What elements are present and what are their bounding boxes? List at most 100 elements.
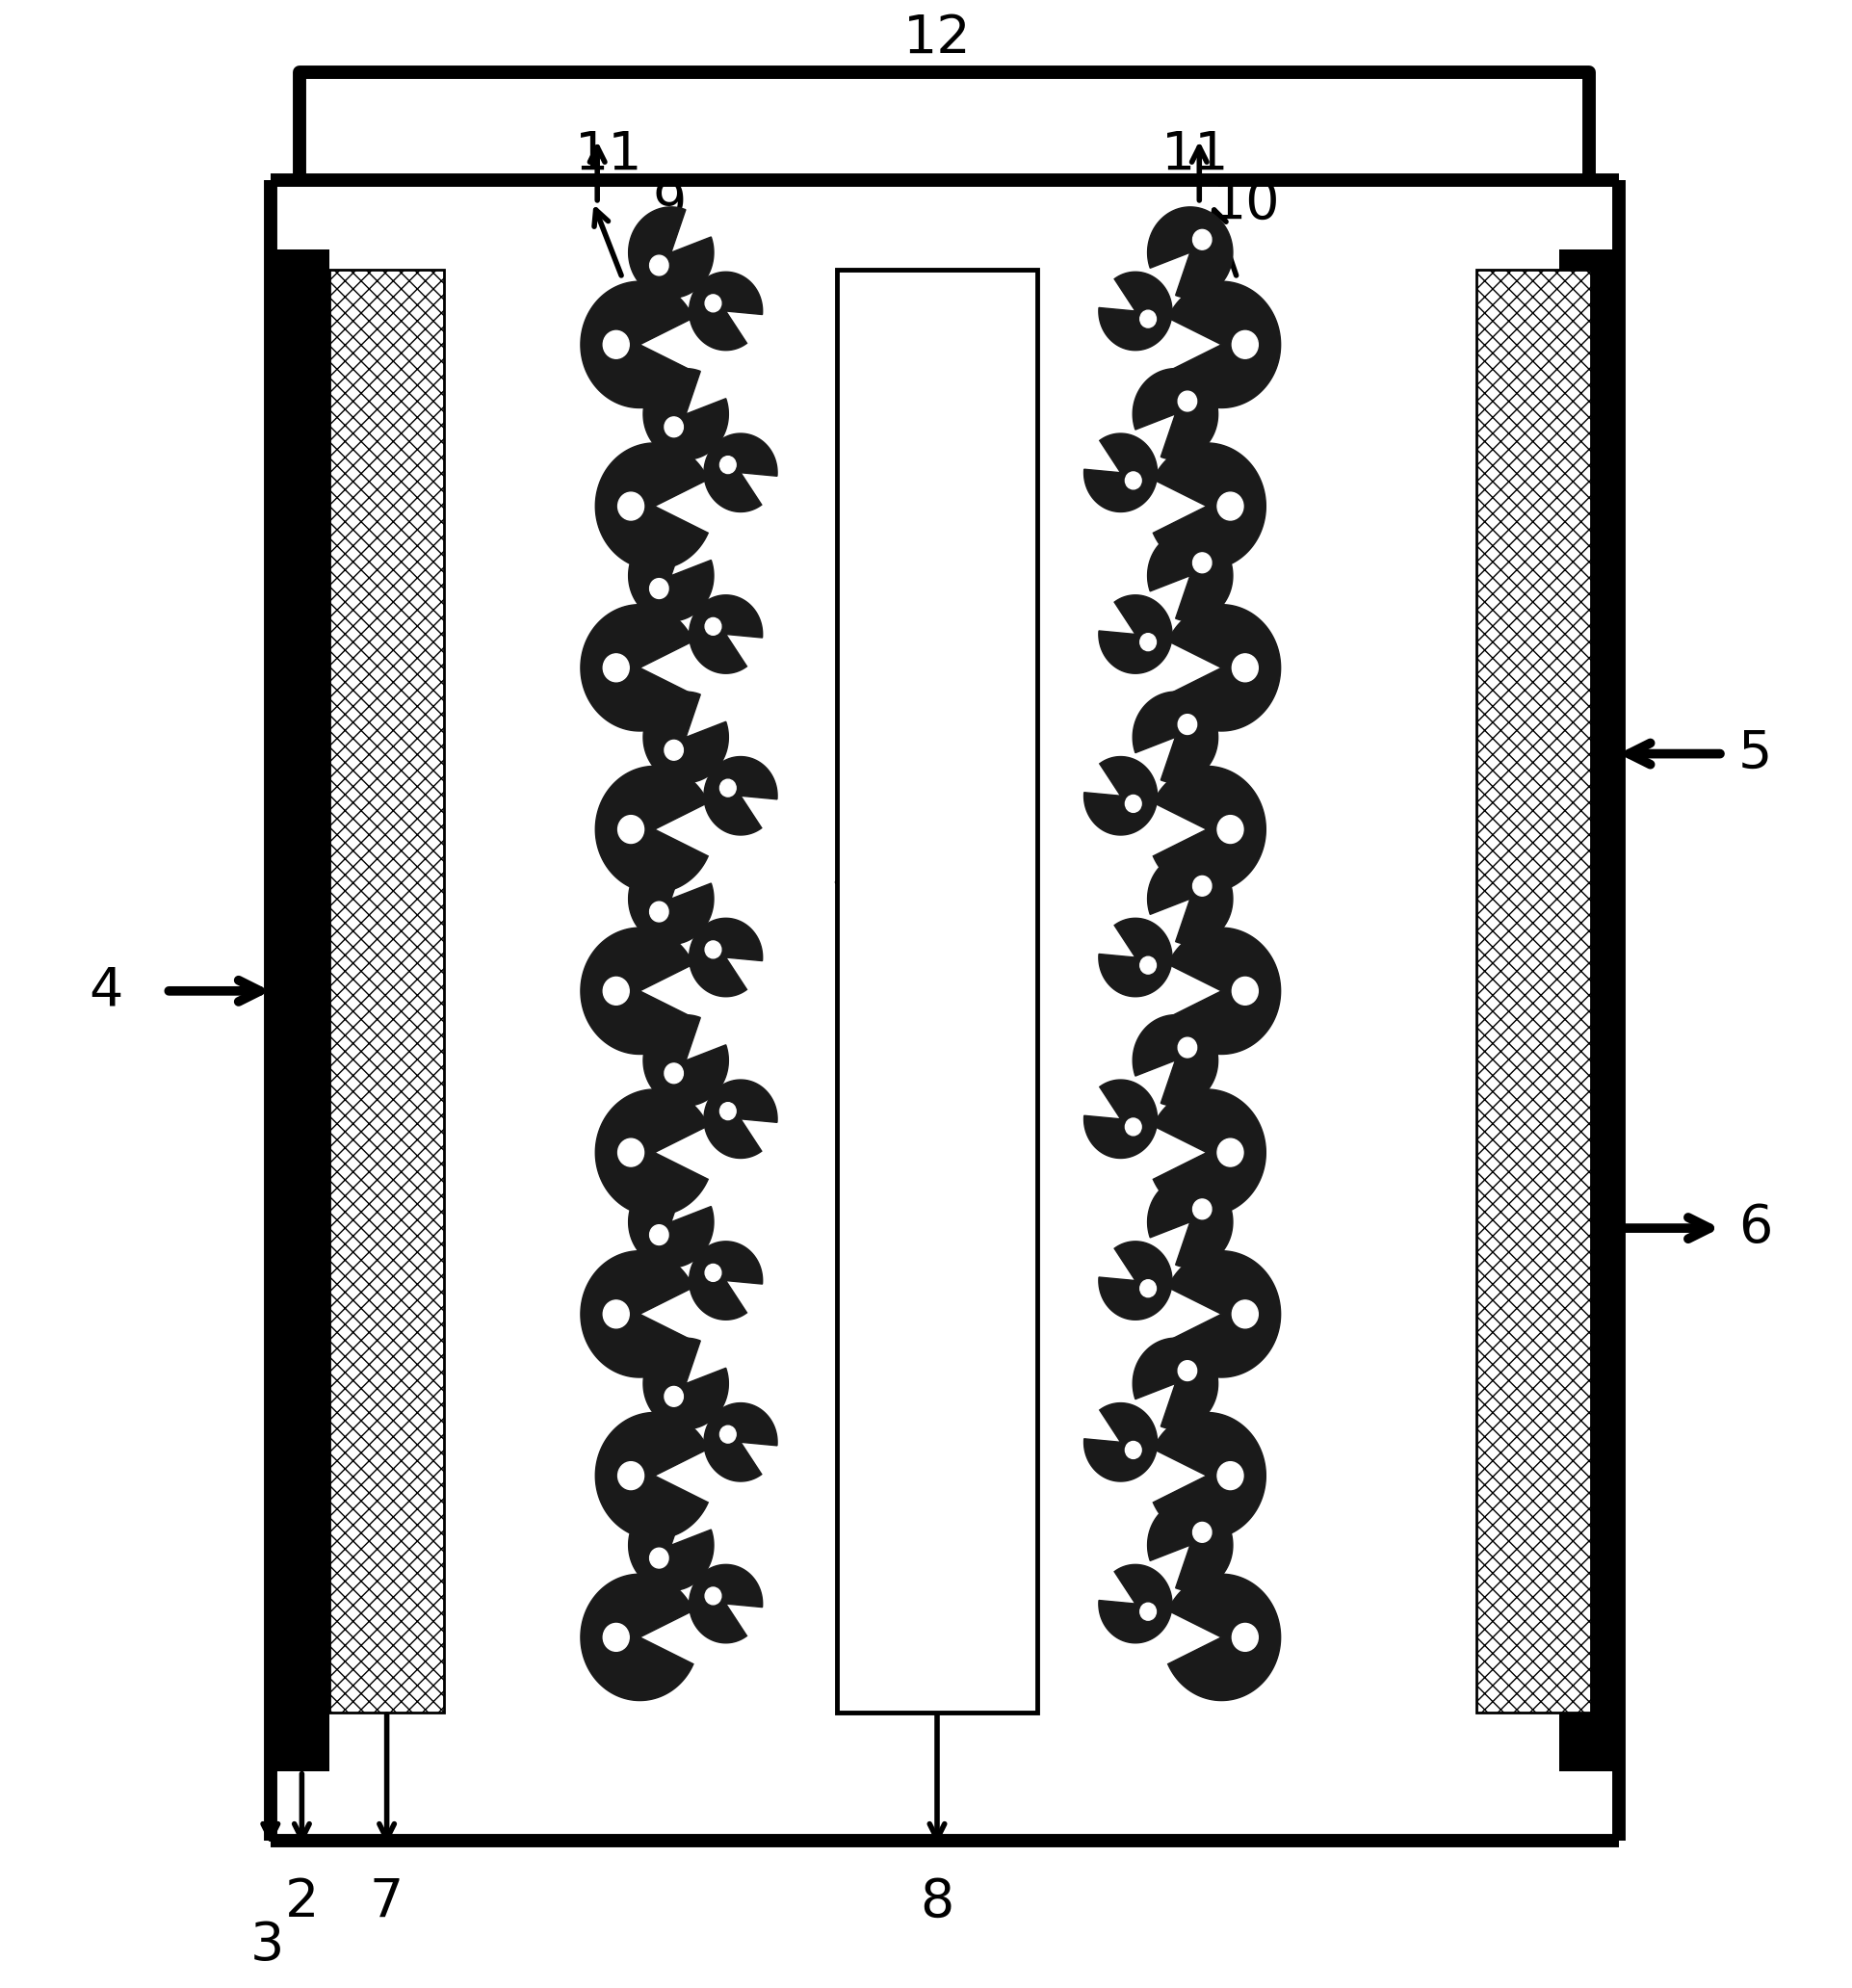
- Polygon shape: [628, 853, 713, 944]
- Polygon shape: [689, 594, 763, 674]
- Circle shape: [1193, 1199, 1211, 1219]
- Polygon shape: [1154, 1411, 1265, 1539]
- Polygon shape: [689, 1241, 763, 1320]
- Polygon shape: [582, 928, 693, 1054]
- Polygon shape: [1098, 594, 1172, 674]
- Polygon shape: [596, 1411, 707, 1539]
- Polygon shape: [689, 1565, 763, 1642]
- Text: 4: 4: [89, 964, 122, 1018]
- Polygon shape: [1133, 1338, 1219, 1429]
- Polygon shape: [628, 1177, 713, 1268]
- Circle shape: [706, 1586, 720, 1604]
- Polygon shape: [1154, 1089, 1265, 1217]
- Bar: [837, 270, 1037, 1712]
- Polygon shape: [596, 1089, 707, 1217]
- Circle shape: [650, 1225, 669, 1244]
- Bar: [1559, 250, 1619, 1771]
- Polygon shape: [1148, 531, 1233, 620]
- Text: 12: 12: [904, 12, 970, 64]
- Circle shape: [619, 1461, 644, 1489]
- Circle shape: [706, 294, 720, 312]
- Polygon shape: [1098, 918, 1172, 996]
- Circle shape: [706, 940, 720, 958]
- Text: 11: 11: [1161, 129, 1230, 181]
- Circle shape: [1178, 1038, 1196, 1058]
- Circle shape: [1232, 1300, 1258, 1328]
- Polygon shape: [628, 207, 713, 298]
- Text: 2: 2: [285, 1877, 319, 1928]
- Text: 9: 9: [652, 179, 687, 231]
- Polygon shape: [704, 1404, 778, 1481]
- Circle shape: [619, 493, 644, 521]
- Polygon shape: [1083, 433, 1158, 511]
- Circle shape: [650, 254, 669, 276]
- Polygon shape: [704, 433, 778, 511]
- Circle shape: [665, 1064, 683, 1083]
- Circle shape: [665, 1386, 683, 1406]
- Text: 11: 11: [574, 129, 643, 181]
- Circle shape: [1232, 330, 1258, 358]
- Circle shape: [1217, 493, 1243, 521]
- Bar: [270, 250, 330, 1771]
- Circle shape: [1141, 1280, 1156, 1296]
- Circle shape: [604, 1624, 630, 1652]
- Circle shape: [1232, 654, 1258, 682]
- Circle shape: [604, 976, 630, 1004]
- Polygon shape: [643, 368, 728, 459]
- Circle shape: [1178, 392, 1196, 412]
- Circle shape: [1141, 956, 1156, 974]
- Polygon shape: [596, 443, 707, 569]
- Circle shape: [720, 1103, 735, 1119]
- Polygon shape: [1133, 368, 1219, 459]
- Circle shape: [650, 579, 669, 598]
- Text: 1: 1: [920, 1203, 954, 1254]
- Text: 5: 5: [1739, 728, 1772, 779]
- Circle shape: [1193, 1523, 1211, 1543]
- Circle shape: [1141, 634, 1156, 650]
- Polygon shape: [1133, 692, 1219, 783]
- Polygon shape: [1169, 604, 1280, 732]
- Polygon shape: [1083, 757, 1158, 835]
- Polygon shape: [582, 604, 693, 732]
- Polygon shape: [1169, 282, 1280, 408]
- Polygon shape: [596, 765, 707, 893]
- Polygon shape: [582, 282, 693, 408]
- Circle shape: [1178, 714, 1196, 734]
- Polygon shape: [643, 1016, 728, 1105]
- Polygon shape: [1083, 1079, 1158, 1159]
- Bar: [330, 270, 444, 1712]
- Circle shape: [1232, 1624, 1258, 1652]
- Circle shape: [1178, 1360, 1196, 1382]
- Polygon shape: [1169, 1250, 1280, 1378]
- Circle shape: [1193, 229, 1211, 250]
- Polygon shape: [1098, 1565, 1172, 1642]
- Polygon shape: [1133, 1016, 1219, 1105]
- Polygon shape: [1098, 1241, 1172, 1320]
- Polygon shape: [704, 757, 778, 835]
- Circle shape: [720, 455, 735, 473]
- Text: 3: 3: [250, 1920, 283, 1972]
- Polygon shape: [1148, 853, 1233, 944]
- Circle shape: [1141, 310, 1156, 328]
- Polygon shape: [1148, 1499, 1233, 1590]
- Circle shape: [604, 330, 630, 358]
- Circle shape: [1126, 795, 1141, 813]
- Bar: [1476, 270, 1591, 1712]
- Circle shape: [1126, 1441, 1141, 1459]
- Circle shape: [619, 1139, 644, 1167]
- Circle shape: [1141, 1602, 1156, 1620]
- Circle shape: [1126, 1117, 1141, 1135]
- Polygon shape: [1154, 765, 1265, 893]
- Circle shape: [720, 779, 735, 797]
- Polygon shape: [643, 692, 728, 783]
- Text: 7: 7: [370, 1877, 404, 1928]
- Text: 8: 8: [920, 1877, 954, 1928]
- Polygon shape: [1169, 1574, 1280, 1700]
- Polygon shape: [582, 1250, 693, 1378]
- Polygon shape: [704, 1079, 778, 1159]
- Circle shape: [650, 903, 669, 922]
- Polygon shape: [1083, 1404, 1158, 1481]
- Polygon shape: [628, 531, 713, 620]
- Polygon shape: [1154, 443, 1265, 569]
- Circle shape: [706, 618, 720, 634]
